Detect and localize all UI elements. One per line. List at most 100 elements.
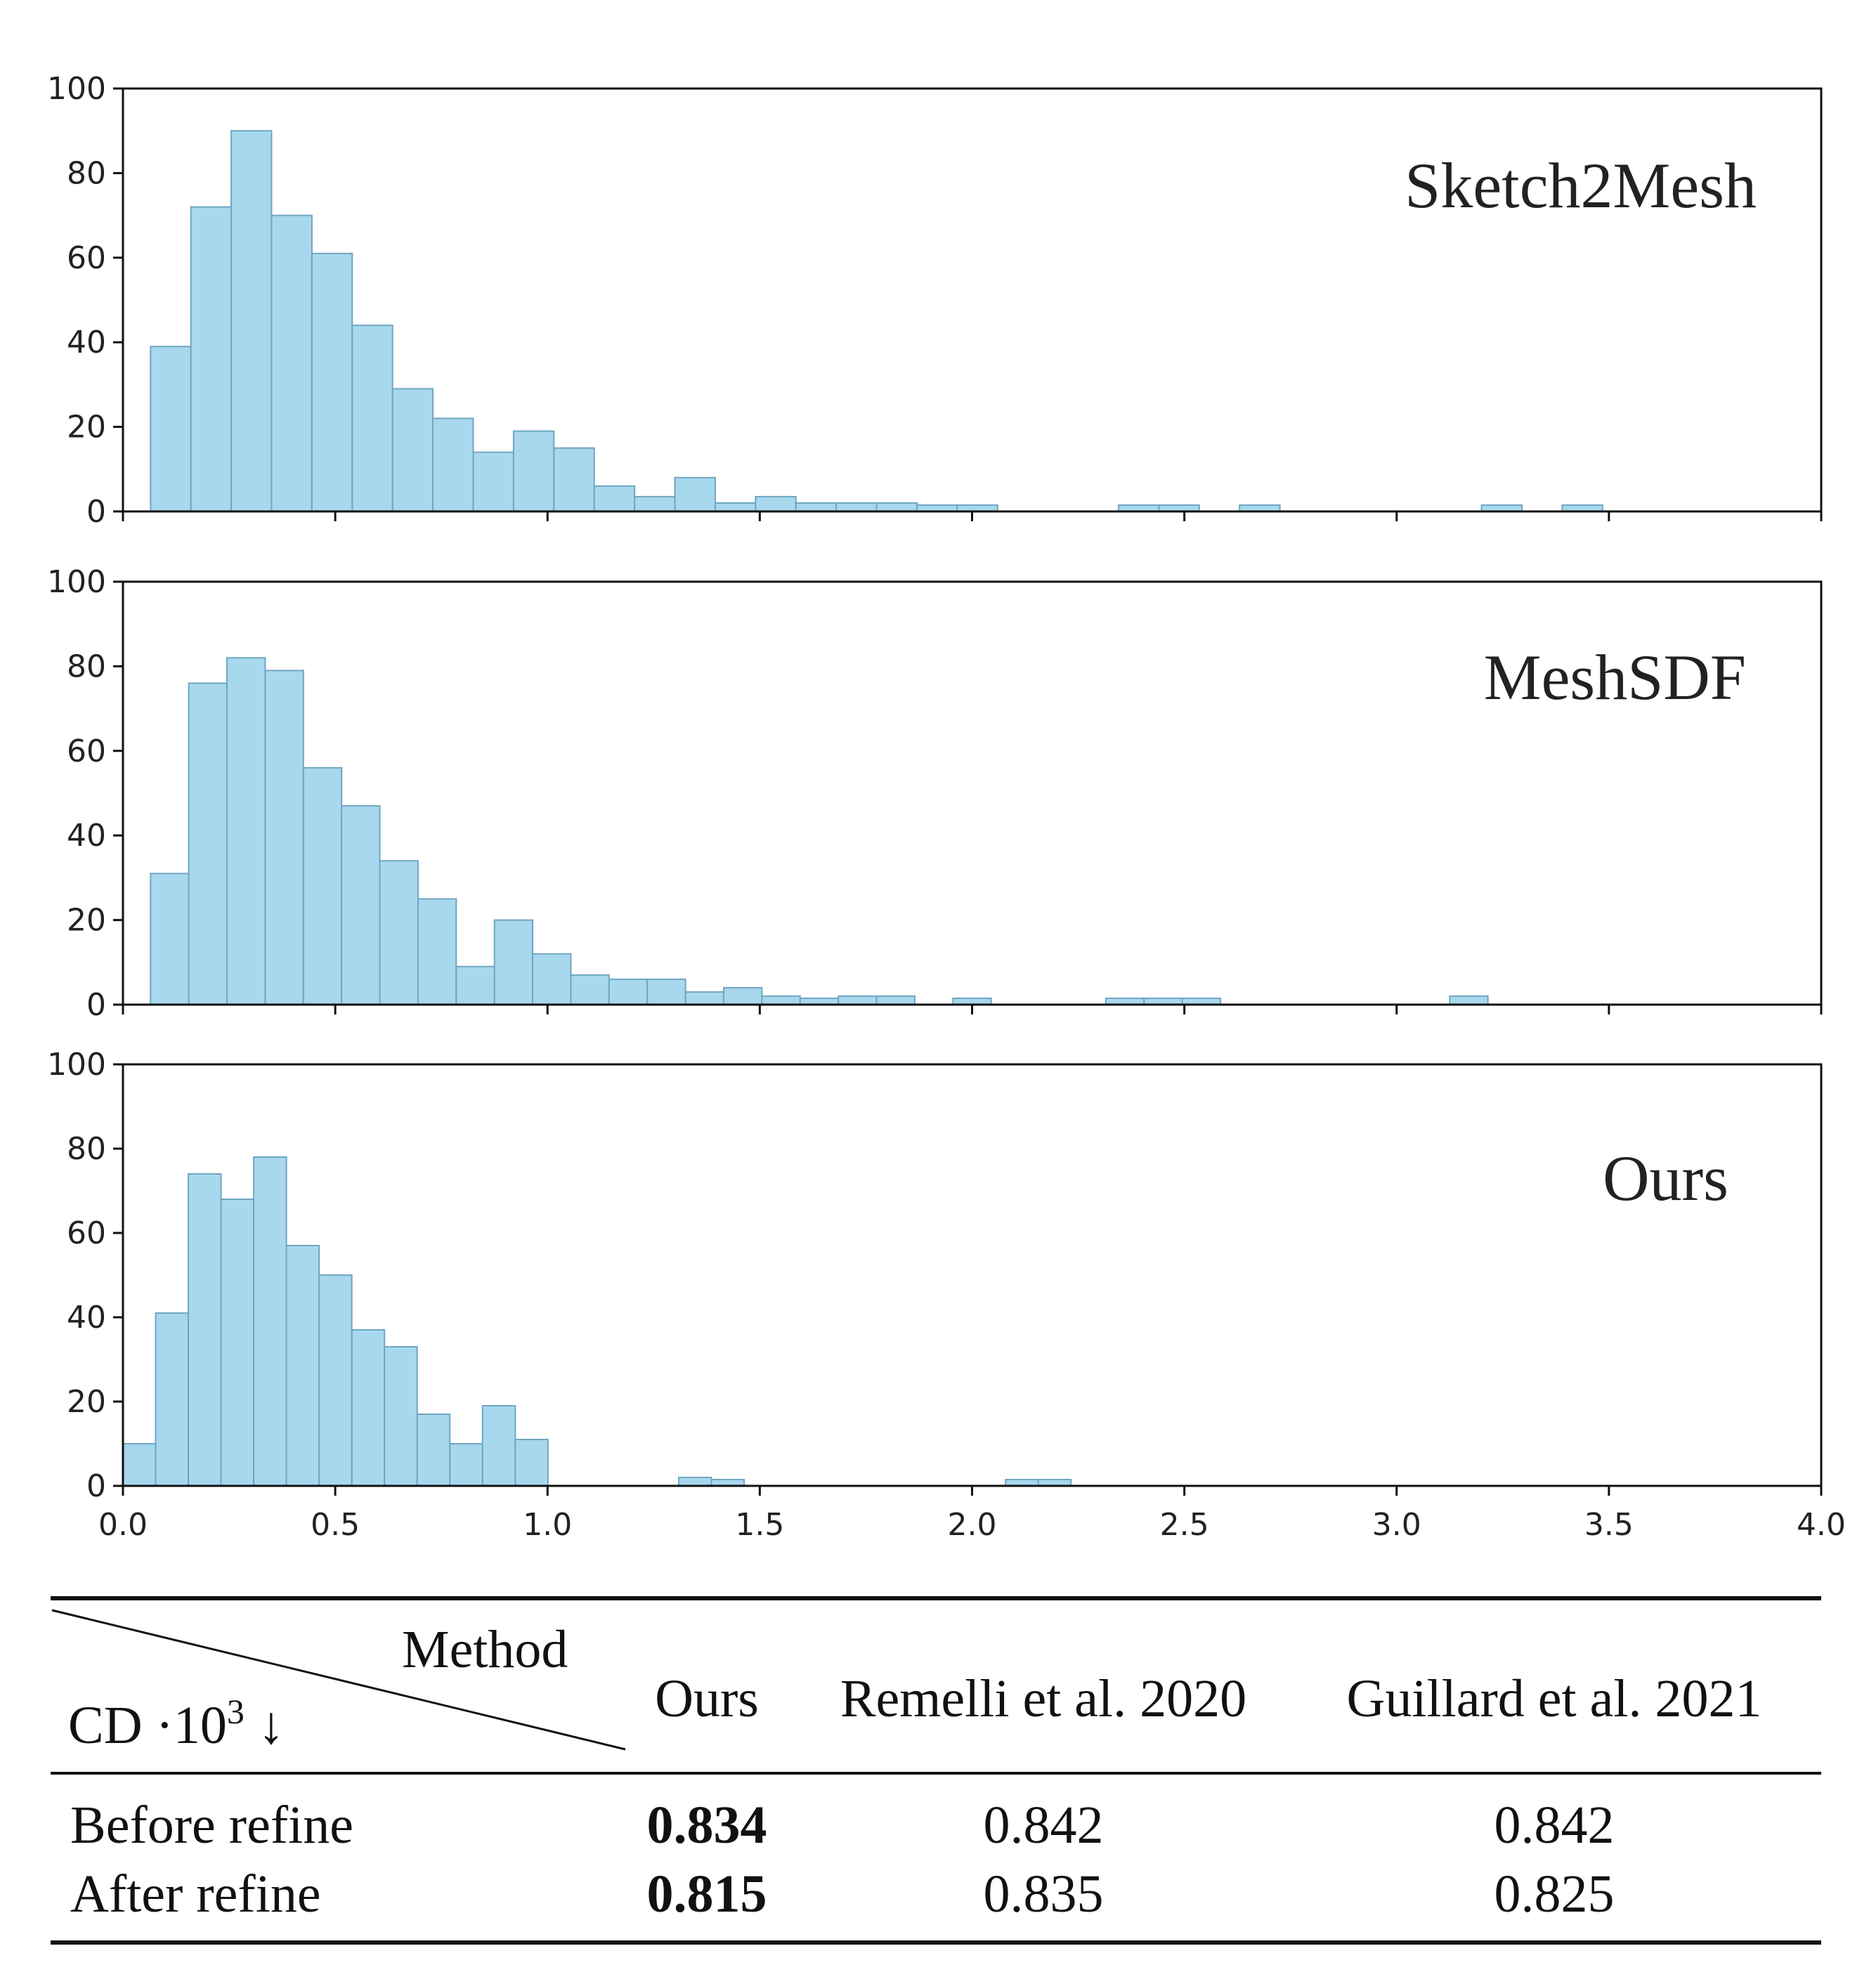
histogram-bar-sketch2mesh (271, 214, 313, 512)
table-col-guillard: Guillard et al. 2021 (1346, 1669, 1762, 1728)
table-cell-before-guillard: 0.842 (1494, 1796, 1615, 1855)
histogram-bar-sketch2mesh (795, 502, 838, 513)
histogram-bar-meshsdf (379, 860, 419, 1005)
histogram-bar-meshsdf (838, 995, 878, 1005)
table-header-metric-label: CD ·10 (68, 1696, 227, 1755)
y-tick-label: 40 (67, 818, 106, 854)
histogram-bar-sketch2mesh (391, 388, 434, 512)
histogram-bar-sketch2mesh (714, 502, 757, 513)
x-tick-label: 2.0 (948, 1507, 997, 1543)
x-tick-label: 4.0 (1797, 1507, 1846, 1543)
histogram-bar-meshsdf (684, 991, 725, 1005)
histogram-bar-meshsdf (417, 898, 457, 1005)
table-cell-after-guillard: 0.825 (1494, 1865, 1615, 1924)
histogram-bar-meshsdf (723, 986, 763, 1006)
table-header-metric: CD ·103 ↓ (68, 1694, 285, 1755)
table-corner-diagonal (51, 1609, 626, 1751)
y-tick-label: 80 (67, 155, 106, 191)
histogram-bar-ours (384, 1346, 418, 1487)
histogram-bar-ours (351, 1329, 386, 1487)
x-tick-label: 3.0 (1372, 1507, 1421, 1543)
table-cell-after-remelli: 0.835 (983, 1865, 1104, 1924)
histogram-bar-sketch2mesh (593, 485, 636, 513)
histogram-bar-meshsdf (608, 978, 649, 1006)
histogram-bar-sketch2mesh (674, 476, 716, 513)
histogram-bar-ours (449, 1443, 483, 1487)
histogram-bar-sketch2mesh (351, 325, 393, 512)
table-col-ours: Ours (655, 1669, 759, 1728)
panel-title-ours: Ours (1603, 1142, 1728, 1214)
y-tick-label: 20 (67, 410, 106, 445)
histogram-bar-sketch2mesh (311, 252, 353, 512)
histogram-bar-sketch2mesh (150, 346, 192, 512)
results-table: Method CD ·103 ↓ Ours Remelli et al. 202… (51, 1596, 1821, 1965)
x-tick-label: 0.0 (98, 1507, 148, 1543)
histogram-bar-meshsdf (455, 965, 495, 1005)
y-tick-label: 20 (67, 903, 106, 939)
table-bottom-rule (51, 1940, 1821, 1945)
x-tick-label: 1.0 (523, 1507, 572, 1543)
table-cell-after-ours: 0.815 (646, 1865, 767, 1924)
x-tick-label: 2.5 (1160, 1507, 1209, 1543)
histogram-bar-ours (155, 1312, 190, 1487)
histogram-bar-sketch2mesh (634, 495, 676, 512)
y-tick-label: 100 (47, 71, 106, 107)
table-header-method: Method (402, 1620, 568, 1679)
table-cell-before-remelli: 0.842 (983, 1796, 1104, 1855)
histogram-bar-sketch2mesh (755, 495, 797, 512)
histogram-bar-sketch2mesh (875, 502, 918, 513)
histogram-bar-meshsdf (761, 995, 801, 1005)
y-tick-label: 60 (67, 733, 106, 769)
histogram-bar-sketch2mesh (230, 130, 273, 512)
histogram-bar-meshsdf (226, 657, 266, 1005)
histogram-bar-meshsdf (341, 805, 381, 1006)
histogram-bar-ours (318, 1274, 353, 1487)
panel-title-meshsdf: MeshSDF (1484, 641, 1746, 713)
histogram-bar-meshsdf (646, 978, 686, 1006)
histogram-bar-sketch2mesh (190, 206, 233, 512)
histogram-bar-sketch2mesh (553, 447, 595, 513)
x-tick-label: 3.5 (1584, 1507, 1634, 1543)
histogram-bar-ours (677, 1477, 712, 1487)
table-top-rule (51, 1596, 1821, 1600)
y-tick-label: 20 (67, 1384, 106, 1420)
histogram-bar-meshsdf (493, 919, 534, 1005)
histogram-bar-meshsdf (302, 766, 343, 1005)
panel-title-sketch2mesh: Sketch2Mesh (1405, 150, 1757, 221)
histogram-bar-ours (481, 1405, 516, 1487)
y-tick-label: 0 (86, 494, 106, 530)
histogram-bar-meshsdf (1449, 995, 1489, 1005)
y-tick-label: 80 (67, 1131, 106, 1167)
table-mid-rule (51, 1772, 1821, 1775)
lower-is-better-arrow-icon: ↓ (257, 1696, 285, 1755)
histogram-bar-ours (416, 1414, 451, 1487)
table-row-label-before: Before refine (70, 1796, 353, 1855)
y-tick-label: 0 (86, 1468, 106, 1504)
x-tick-label: 0.5 (311, 1507, 360, 1543)
table-row-label-after: After refine (70, 1865, 321, 1924)
y-tick-label: 40 (67, 1300, 106, 1336)
histogram-bar-meshsdf (875, 995, 916, 1005)
histogram-bar-meshsdf (264, 670, 304, 1005)
histogram-bar-meshsdf (570, 974, 610, 1005)
y-tick-label: 100 (47, 1047, 106, 1083)
y-tick-label: 100 (47, 564, 106, 600)
histogram-bar-meshsdf (150, 873, 190, 1005)
y-tick-label: 60 (67, 1215, 106, 1251)
histogram-bar-meshsdf (532, 953, 572, 1006)
histogram-bar-ours (220, 1199, 255, 1487)
histogram-bar-ours (253, 1156, 287, 1487)
histogram-bar-ours (122, 1443, 157, 1487)
table-header-metric-exponent: 3 (226, 1692, 245, 1731)
y-tick-label: 0 (86, 987, 106, 1023)
histogram-bar-sketch2mesh (432, 417, 474, 512)
table-cell-before-ours: 0.834 (646, 1796, 767, 1855)
y-tick-label: 60 (67, 240, 106, 276)
table-col-remelli: Remelli et al. 2020 (840, 1669, 1247, 1728)
histogram-bar-ours (514, 1439, 549, 1487)
histogram-bar-meshsdf (188, 682, 228, 1005)
histogram-figure: 0 20 40 60 80 100 Sketch2Mesh 0 20 40 60 80 100 MeshS… (47, 71, 1846, 1543)
y-tick-label: 80 (67, 648, 106, 684)
histogram-bar-sketch2mesh (472, 451, 514, 512)
histogram-bar-ours (285, 1245, 320, 1487)
